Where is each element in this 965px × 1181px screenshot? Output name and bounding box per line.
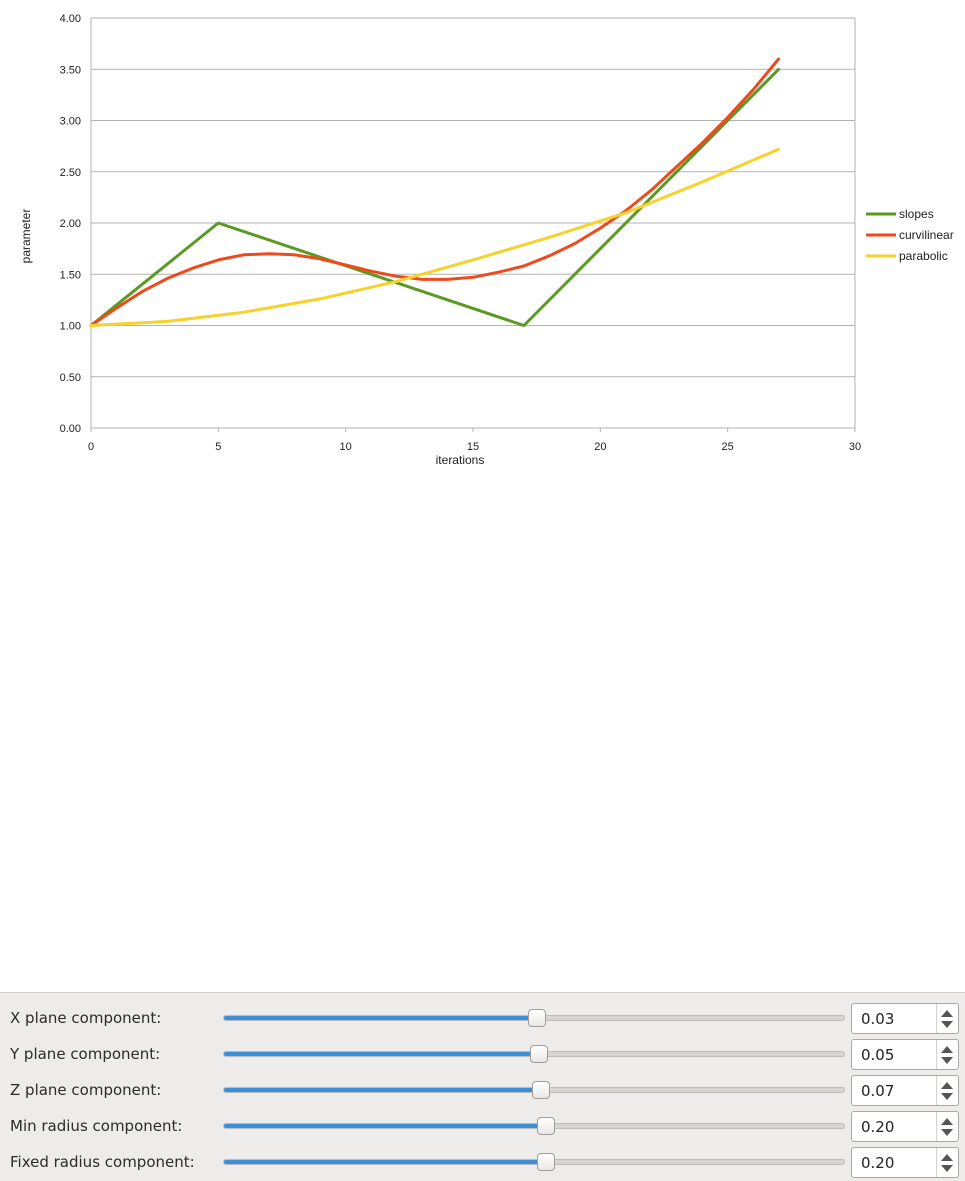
series-lines	[89, 57, 781, 327]
x-plane-spinbox[interactable]: 0.03	[851, 1003, 959, 1034]
z-plane-decrement-icon[interactable]	[941, 1093, 953, 1100]
control-row-min-radius: Min radius component: 0.20	[0, 1109, 965, 1145]
y-plane-slider-fill	[224, 1052, 539, 1056]
x-plane-increment-icon[interactable]	[941, 1010, 953, 1017]
y-tick-label: 3.50	[60, 64, 81, 76]
legend-label-slopes: slopes	[899, 207, 934, 221]
x-tick-label: 15	[467, 441, 479, 453]
fixed-radius-value[interactable]: 0.20	[861, 1154, 895, 1172]
y-tick-label: 2.00	[60, 218, 81, 230]
control-row-z-plane: Z plane component: 0.07	[0, 1073, 965, 1109]
z-plane-slider[interactable]	[223, 1081, 845, 1099]
spin-divider	[936, 1112, 937, 1141]
control-row-fixed-radius: Fixed radius component: 0.20	[0, 1145, 965, 1181]
x-tick-label: 20	[594, 441, 606, 453]
parameter-controls-panel: X plane component: 0.03 Y plane componen…	[0, 992, 965, 1181]
x-axis-title: iterations	[436, 453, 485, 467]
x-plane-slider-handle[interactable]	[528, 1009, 547, 1027]
x-tick-label: 10	[340, 441, 352, 453]
x-plane-slider[interactable]	[223, 1009, 845, 1027]
control-row-x-plane: X plane component: 0.03	[0, 1001, 965, 1037]
y-tick-label: 2.50	[60, 167, 81, 179]
min-radius-value[interactable]: 0.20	[861, 1118, 895, 1136]
y-plane-increment-icon[interactable]	[941, 1046, 953, 1053]
z-plane-slider-fill	[224, 1088, 541, 1092]
y-plane-slider[interactable]	[223, 1045, 845, 1063]
min-radius-slider-fill	[224, 1124, 547, 1128]
x-plane-label: X plane component:	[10, 1009, 162, 1027]
gridlines	[90, 17, 856, 429]
control-row-y-plane: Y plane component: 0.05	[0, 1037, 965, 1073]
x-plane-decrement-icon[interactable]	[941, 1021, 953, 1028]
series-line-slopes	[89, 67, 781, 327]
y-axis-title: parameter	[19, 209, 33, 264]
min-radius-slider-handle[interactable]	[537, 1117, 556, 1135]
axes: 0.00 0.50 1.00 1.50 2.00 2.50 3.00 3.50 4.00 0 5 10…	[60, 13, 862, 453]
fixed-radius-slider[interactable]	[223, 1153, 845, 1171]
x-tick-label: 25	[722, 441, 734, 453]
spin-divider	[936, 1076, 937, 1105]
fixed-radius-spinbox[interactable]: 0.20	[851, 1147, 959, 1178]
series-line-curvilinear	[89, 57, 781, 327]
y-plane-spinbox[interactable]: 0.05	[851, 1039, 959, 1070]
chart-area: 0.00 0.50 1.00 1.50 2.00 2.50 3.00 3.50 4.00 0 5 10…	[0, 0, 965, 480]
x-tick-label: 30	[849, 441, 861, 453]
x-plane-slider-fill	[224, 1016, 538, 1020]
x-plane-value[interactable]: 0.03	[861, 1010, 895, 1028]
fixed-radius-slider-fill	[224, 1160, 547, 1164]
fixed-radius-slider-handle[interactable]	[537, 1153, 556, 1171]
y-tick-label: 3.00	[60, 116, 81, 128]
spin-divider	[936, 1040, 937, 1069]
z-plane-value[interactable]: 0.07	[861, 1082, 895, 1100]
z-plane-spinbox[interactable]: 0.07	[851, 1075, 959, 1106]
legend-label-curvilinear: curvilinear	[899, 228, 954, 242]
series-line-parabolic	[89, 147, 781, 327]
z-plane-slider-handle[interactable]	[531, 1081, 550, 1099]
spin-divider	[936, 1148, 937, 1177]
fixed-radius-increment-icon[interactable]	[941, 1154, 953, 1161]
legend: slopes curvilinear parabolic	[866, 207, 954, 263]
line-chart: 0.00 0.50 1.00 1.50 2.00 2.50 3.00 3.50 4.00 0 5 10…	[19, 13, 954, 467]
fixed-radius-decrement-icon[interactable]	[941, 1165, 953, 1172]
min-radius-increment-icon[interactable]	[941, 1118, 953, 1125]
min-radius-slider[interactable]	[223, 1117, 845, 1135]
min-radius-decrement-icon[interactable]	[941, 1129, 953, 1136]
y-plane-decrement-icon[interactable]	[941, 1057, 953, 1064]
y-tick-label: 0.00	[60, 423, 81, 435]
y-tick-label: 0.50	[60, 372, 81, 384]
min-radius-spinbox[interactable]: 0.20	[851, 1111, 959, 1142]
fixed-radius-label: Fixed radius component:	[10, 1153, 195, 1171]
min-radius-label: Min radius component:	[10, 1117, 183, 1135]
y-tick-label: 1.50	[60, 269, 81, 281]
z-plane-increment-icon[interactable]	[941, 1082, 953, 1089]
y-plane-slider-handle[interactable]	[529, 1045, 548, 1063]
z-plane-label: Z plane component:	[10, 1081, 162, 1099]
spin-divider	[936, 1004, 937, 1033]
x-tick-label: 5	[215, 441, 221, 453]
x-tick-label: 0	[88, 441, 94, 453]
y-tick-label: 1.00	[60, 321, 81, 333]
y-plane-value[interactable]: 0.05	[861, 1046, 895, 1064]
legend-label-parabolic: parabolic	[899, 249, 948, 263]
y-plane-label: Y plane component:	[10, 1045, 161, 1063]
y-tick-label: 4.00	[60, 13, 81, 25]
